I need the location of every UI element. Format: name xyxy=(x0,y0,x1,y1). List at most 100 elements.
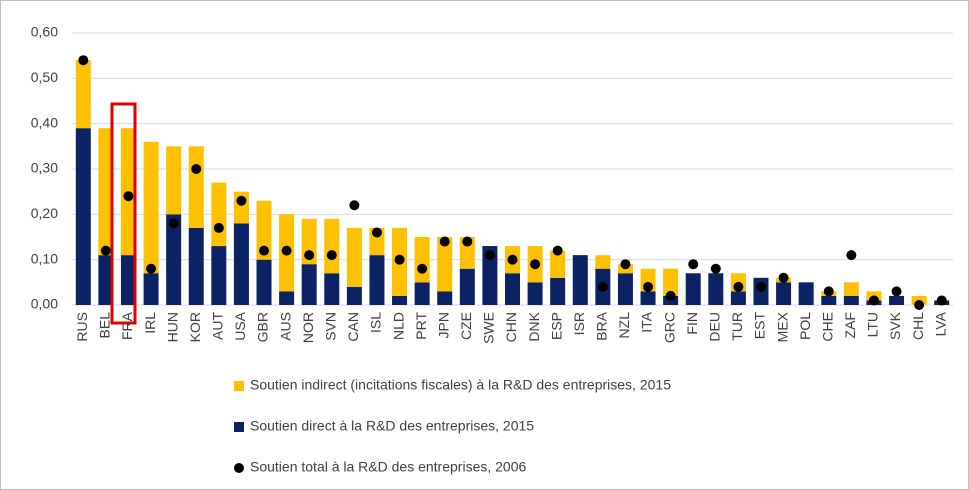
bar xyxy=(730,291,746,305)
bar xyxy=(617,273,633,305)
dot xyxy=(417,263,428,274)
x-tick-label: BRA xyxy=(594,311,610,340)
dot xyxy=(100,245,111,256)
x-tick-label: RUS xyxy=(74,312,90,342)
bar xyxy=(98,128,114,256)
bar xyxy=(663,268,679,296)
bar xyxy=(211,182,227,247)
x-tick-label: NOR xyxy=(300,312,316,343)
x-tick-label: ITA xyxy=(639,311,655,332)
x-tick-label: PRT xyxy=(413,312,429,340)
bar xyxy=(414,282,430,305)
dot xyxy=(394,254,405,265)
bar xyxy=(640,291,656,305)
dot xyxy=(281,245,292,256)
dot xyxy=(326,250,337,261)
dot xyxy=(891,286,902,297)
bar xyxy=(482,246,498,305)
bar xyxy=(708,273,724,305)
dot xyxy=(868,295,879,306)
x-tick-label: NZL xyxy=(616,312,632,339)
x-tick-label: SVN xyxy=(322,312,338,341)
bar xyxy=(437,291,453,305)
bar xyxy=(279,291,295,305)
x-tick-label: JPN xyxy=(435,312,451,338)
bar xyxy=(414,237,430,283)
dot xyxy=(823,286,834,297)
x-tick-label: CHL xyxy=(910,312,926,340)
dot xyxy=(123,191,134,202)
bar xyxy=(572,255,588,305)
bar xyxy=(459,237,475,269)
dot xyxy=(778,272,789,283)
dot xyxy=(304,250,315,261)
dot xyxy=(733,281,744,292)
bar xyxy=(98,255,114,305)
x-tick-label: FIN xyxy=(684,312,700,335)
dot xyxy=(371,227,382,238)
dot xyxy=(213,222,224,233)
dot xyxy=(665,290,676,301)
bar xyxy=(505,273,520,305)
bar xyxy=(843,295,859,305)
dot xyxy=(846,250,857,261)
x-tick-label: CAN xyxy=(345,312,361,342)
x-tick-label: CZE xyxy=(458,312,474,340)
bar xyxy=(798,282,814,305)
bar xyxy=(550,277,566,305)
dot xyxy=(484,250,495,261)
x-tick-label: IRL xyxy=(142,312,158,334)
bar xyxy=(166,214,182,305)
legend-swatch xyxy=(234,463,244,473)
dot xyxy=(168,218,179,229)
dot xyxy=(710,263,721,274)
bar xyxy=(256,259,272,305)
highlight-box xyxy=(110,102,137,325)
x-tick-label: USA xyxy=(232,311,248,340)
x-tick-label: CHN xyxy=(503,312,519,342)
x-tick-label: BEL xyxy=(97,312,113,339)
x-tick-label: CHE xyxy=(819,312,835,342)
bar xyxy=(120,255,136,305)
bar xyxy=(346,286,362,305)
dot xyxy=(688,259,699,270)
bar xyxy=(776,282,792,305)
y-tick-label: 0,20 xyxy=(31,205,58,221)
dot xyxy=(936,295,947,306)
bar xyxy=(256,200,272,260)
y-tick-label: 0,50 xyxy=(31,69,58,85)
x-tick-label: GBR xyxy=(255,312,271,342)
legend-label: Soutien indirect (incitations fiscales) … xyxy=(250,377,671,393)
x-tick-label: AUT xyxy=(210,312,226,340)
legend-label: Soutien total à la R&D des entreprises, … xyxy=(250,459,526,475)
bar xyxy=(369,255,385,305)
dot xyxy=(643,281,654,292)
bar xyxy=(75,128,91,305)
bar xyxy=(143,273,159,305)
legend-swatch xyxy=(234,381,244,391)
bar xyxy=(75,60,91,129)
bar xyxy=(188,146,204,228)
x-tick-label: LTU xyxy=(865,312,881,337)
x-tick-label: GRC xyxy=(661,312,677,343)
bar xyxy=(889,295,905,305)
x-tick-label: EST xyxy=(752,312,768,340)
dot xyxy=(191,164,202,174)
dot xyxy=(439,236,450,247)
dot xyxy=(597,281,608,292)
x-tick-label: ESP xyxy=(548,312,564,340)
x-tick-label: LVA xyxy=(932,311,948,336)
x-tick-label: ISR xyxy=(571,312,587,335)
bar xyxy=(437,237,453,292)
dot xyxy=(552,245,563,256)
dot xyxy=(349,200,360,211)
y-tick-label: 0,40 xyxy=(31,114,58,130)
dot xyxy=(146,263,157,274)
bar xyxy=(346,227,362,287)
x-tick-label: POL xyxy=(797,312,813,340)
x-tick-label: FRA xyxy=(119,311,135,340)
bar xyxy=(550,250,566,278)
x-tick-label: SVK xyxy=(887,311,903,340)
bar xyxy=(143,141,159,274)
